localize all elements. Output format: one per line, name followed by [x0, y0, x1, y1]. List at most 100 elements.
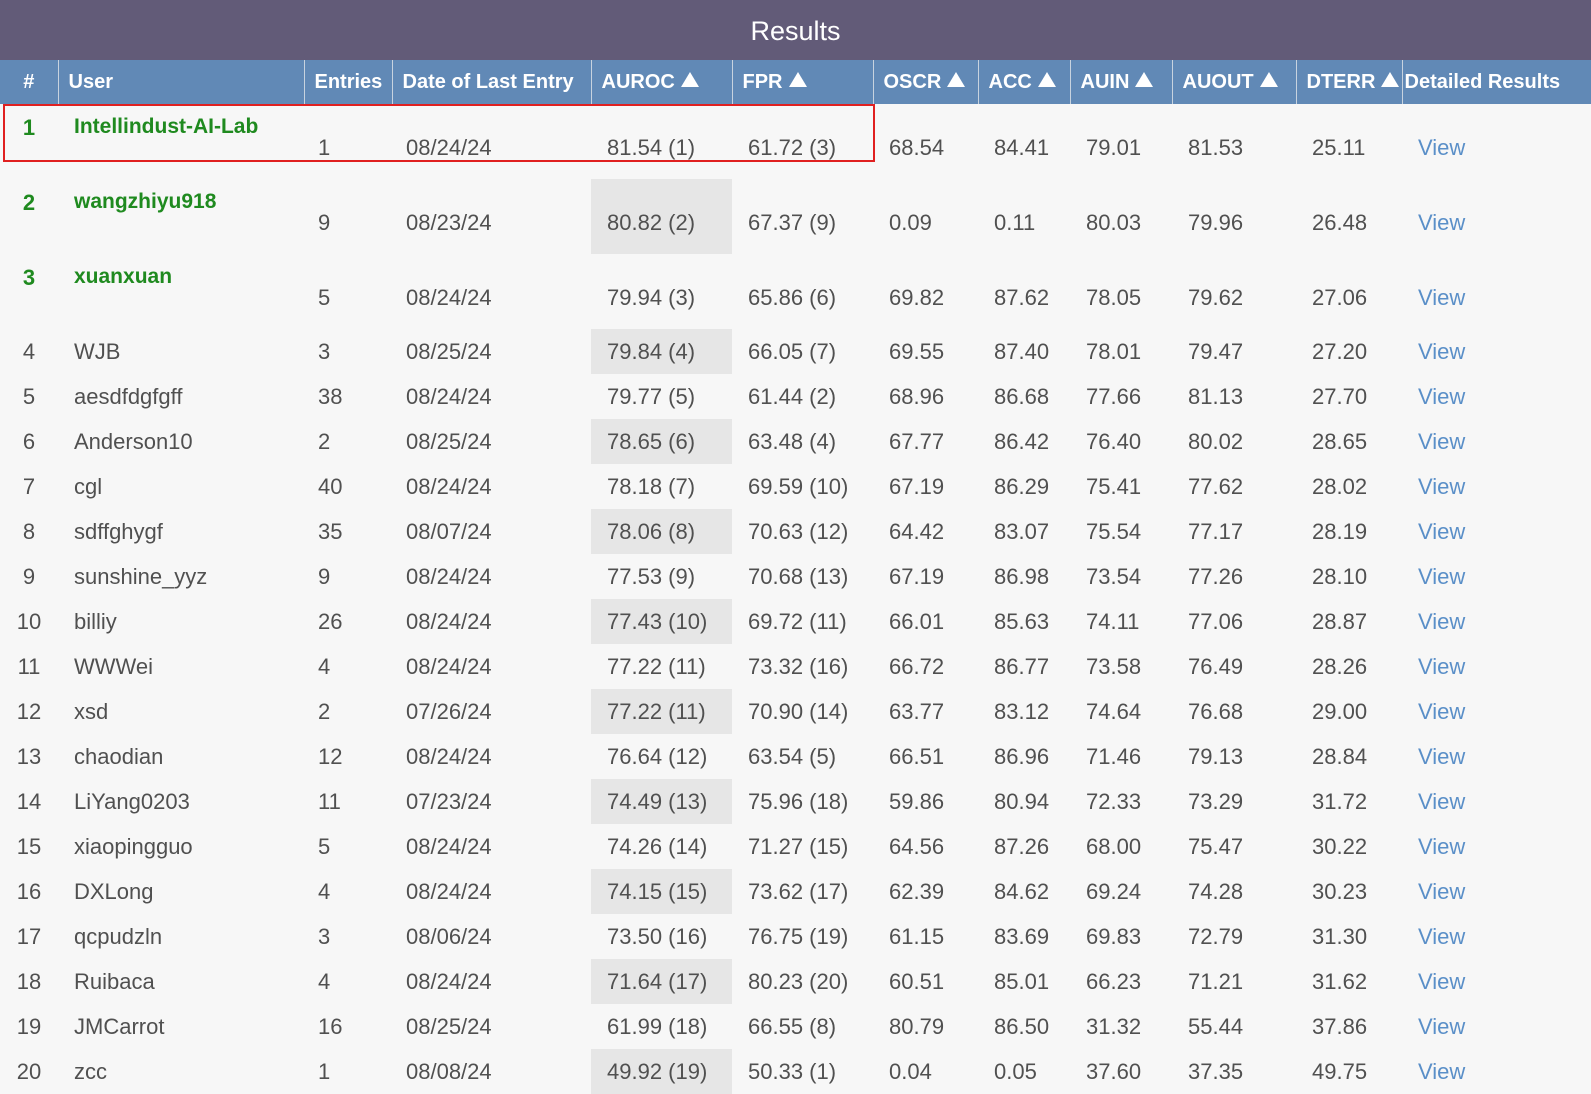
auroc-cell: 77.22 (11) [591, 689, 732, 734]
sort-up-icon[interactable] [947, 71, 966, 87]
auout-cell: 76.68 [1188, 698, 1244, 724]
acc-cell: 84.41 [994, 134, 1050, 160]
auin-cell: 78.01 [1086, 338, 1142, 364]
view-link[interactable]: View [1418, 923, 1466, 949]
col-auroc-header[interactable]: AUROC [591, 60, 733, 104]
col-acc-header[interactable]: ACC [978, 60, 1071, 104]
fpr-cell: 69.72 (11) [748, 608, 847, 634]
table-row: 17 qcpudzln 3 08/06/24 73.50 (16) 76.75 (19) 6… [0, 914, 1591, 959]
view-link[interactable]: View [1418, 473, 1466, 499]
fpr-cell: 73.62 (17) [748, 878, 849, 904]
view-link[interactable]: View [1418, 563, 1466, 589]
auout-cell: 77.62 [1188, 473, 1244, 499]
table-row: 6 Anderson10 2 08/25/24 78.65 (6) 63.48 (4) 67… [0, 419, 1591, 464]
view-link[interactable]: View [1418, 968, 1466, 994]
entries-cell: 2 [318, 698, 331, 724]
view-link[interactable]: View [1418, 833, 1466, 859]
fpr-cell: 73.32 (16) [748, 653, 849, 679]
date-cell: 08/24/24 [406, 473, 492, 499]
col-fpr-header[interactable]: FPR [732, 60, 874, 104]
view-link[interactable]: View [1418, 608, 1466, 634]
view-link[interactable]: View [1418, 698, 1466, 724]
sort-up-icon[interactable] [1259, 71, 1278, 87]
auout-cell: 75.47 [1188, 833, 1244, 859]
view-link[interactable]: View [1418, 134, 1466, 160]
oscr-cell: 66.51 [889, 743, 945, 769]
oscr-cell: 67.19 [889, 473, 945, 499]
auroc-cell: 79.84 (4) [591, 329, 732, 374]
view-link[interactable]: View [1418, 878, 1466, 904]
rank-cell: 10 [16, 608, 42, 634]
col-auout-header[interactable]: AUOUT [1172, 60, 1297, 104]
view-link[interactable]: View [1418, 284, 1466, 310]
col-date-header: Date of Last Entry [392, 60, 592, 104]
entries-cell: 3 [318, 338, 331, 364]
sort-up-icon[interactable] [680, 71, 699, 87]
auroc-cell: 79.94 (3) [607, 284, 696, 310]
sort-up-icon[interactable] [788, 71, 807, 87]
table-row: 12 xsd 2 07/26/24 77.22 (11) 70.90 (14) 63.77 8… [0, 689, 1591, 734]
col-dterr-header[interactable]: DTERR [1296, 60, 1403, 104]
dterr-cell: 28.84 [1312, 743, 1368, 769]
col-oscr-header[interactable]: OSCR [873, 60, 979, 104]
view-link[interactable]: View [1418, 383, 1466, 409]
user-cell: sdffghygf [74, 518, 163, 544]
auout-cell: 81.13 [1188, 383, 1244, 409]
oscr-cell: 69.55 [889, 338, 945, 364]
dterr-cell: 28.19 [1312, 518, 1368, 544]
auin-cell: 73.54 [1086, 563, 1142, 589]
user-cell: wangzhiyu918 [74, 190, 217, 213]
auin-cell: 77.66 [1086, 383, 1142, 409]
view-link[interactable]: View [1418, 743, 1466, 769]
auroc-cell: 77.22 (11) [607, 653, 706, 679]
view-link[interactable]: View [1418, 653, 1466, 679]
table-row: 5 aesdfdgfgff 38 08/24/24 79.77 (5) 61.44 (2)… [0, 374, 1591, 419]
table-row: 13 chaodian 12 08/24/24 76.64 (12) 63.54 (5) 6… [0, 734, 1591, 779]
acc-cell: 85.01 [994, 968, 1050, 994]
acc-cell: 87.62 [994, 284, 1050, 310]
view-link[interactable]: View [1418, 1013, 1466, 1039]
auin-cell: 80.03 [1086, 209, 1142, 235]
date-cell: 08/23/24 [406, 209, 492, 235]
sort-up-icon[interactable] [1135, 71, 1154, 87]
results-table: # User Entries Date of Last Entry AUROC … [0, 60, 1591, 1094]
view-link[interactable]: View [1418, 338, 1466, 364]
sort-up-icon[interactable] [1037, 71, 1056, 87]
acc-cell: 83.69 [994, 923, 1050, 949]
date-cell: 08/24/24 [406, 653, 492, 679]
col-auin-label: AUIN [1080, 70, 1130, 93]
view-link[interactable]: View [1418, 428, 1466, 454]
rank-cell: 5 [22, 383, 36, 409]
rank-cell: 4 [22, 338, 36, 364]
fpr-cell: 63.54 (5) [748, 743, 837, 769]
view-link[interactable]: View [1418, 518, 1466, 544]
date-cell: 08/06/24 [406, 923, 492, 949]
col-auin-header[interactable]: AUIN [1070, 60, 1173, 104]
rank-cell: 7 [22, 473, 36, 499]
rank-cell: 19 [16, 1013, 42, 1039]
fpr-cell: 75.96 (18) [748, 788, 849, 814]
view-link[interactable]: View [1418, 788, 1466, 814]
fpr-cell: 61.44 (2) [748, 383, 837, 409]
entries-cell: 12 [318, 743, 343, 769]
sort-up-icon[interactable] [1381, 71, 1400, 87]
auin-cell: 74.11 [1086, 608, 1140, 634]
entries-cell: 26 [318, 608, 343, 634]
oscr-cell: 64.42 [889, 518, 945, 544]
rank-cell: 14 [16, 788, 42, 814]
auin-cell: 31.32 [1086, 1013, 1142, 1039]
auroc-cell: 77.43 (10) [591, 599, 732, 644]
auroc-cell: 78.65 (6) [591, 419, 732, 464]
view-link[interactable]: View [1418, 209, 1466, 235]
oscr-cell: 67.19 [889, 563, 945, 589]
entries-cell: 40 [318, 473, 343, 499]
col-details-header: Detailed Results [1402, 60, 1591, 104]
view-link[interactable]: View [1418, 1058, 1466, 1084]
table-row: 4 WJB 3 08/25/24 79.84 (4) 66.05 (7) 69.55 87.4… [0, 329, 1591, 374]
acc-cell: 83.12 [994, 698, 1050, 724]
fpr-cell: 70.63 (12) [748, 518, 849, 544]
dterr-cell: 28.65 [1312, 428, 1368, 454]
acc-cell: 0.05 [994, 1058, 1037, 1084]
col-rank-header: # [0, 60, 59, 104]
auroc-cell: 78.06 (8) [591, 509, 732, 554]
